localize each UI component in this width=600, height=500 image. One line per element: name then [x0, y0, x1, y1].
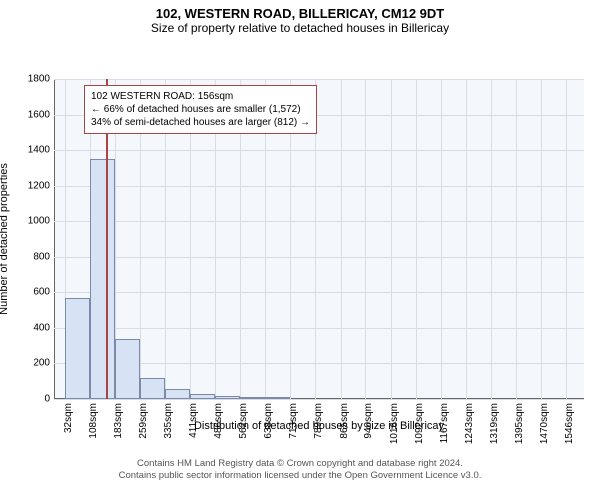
- gridline-h: [54, 328, 584, 329]
- gridline-h: [54, 79, 584, 80]
- gridline-h: [54, 399, 584, 400]
- gridline-h: [54, 257, 584, 258]
- gridline-v: [416, 79, 417, 399]
- title-main: 102, WESTERN ROAD, BILLERICAY, CM12 9DT: [0, 0, 600, 21]
- y-axis-label: Number of detached properties: [0, 163, 10, 315]
- gridline-v: [566, 79, 567, 399]
- gridline-h: [54, 186, 584, 187]
- plot-region: 02004006008001000120014001600180032sqm10…: [54, 79, 584, 399]
- annotation-line: ← 66% of detached houses are smaller (1,…: [91, 103, 310, 116]
- ytick-label: 1400: [28, 145, 54, 156]
- gridline-h: [54, 221, 584, 222]
- ytick-label: 1800: [28, 74, 54, 85]
- histogram-bar: [90, 159, 115, 399]
- gridline-v: [391, 79, 392, 399]
- footer-line-2: Contains public sector information licen…: [0, 470, 600, 482]
- annotation-line: 34% of semi-detached houses are larger (…: [91, 116, 310, 129]
- histogram-bar: [265, 397, 290, 399]
- histogram-bar: [240, 397, 265, 399]
- gridline-v: [466, 79, 467, 399]
- gridline-v: [491, 79, 492, 399]
- histogram-bar: [215, 396, 240, 399]
- gridline-v: [516, 79, 517, 399]
- footer-attribution: Contains HM Land Registry data © Crown c…: [0, 458, 600, 483]
- y-axis-line: [54, 79, 55, 399]
- annotation-line: 102 WESTERN ROAD: 156sqm: [91, 90, 310, 103]
- ytick-label: 1600: [28, 109, 54, 120]
- gridline-v: [341, 79, 342, 399]
- histogram-bar: [165, 389, 190, 399]
- gridline-h: [54, 150, 584, 151]
- title-sub: Size of property relative to detached ho…: [0, 21, 600, 39]
- footer-line-1: Contains HM Land Registry data © Crown c…: [0, 458, 600, 470]
- annotation-box: 102 WESTERN ROAD: 156sqm← 66% of detache…: [84, 85, 317, 134]
- histogram-bar: [65, 298, 90, 399]
- gridline-v: [441, 79, 442, 399]
- ytick-label: 400: [33, 322, 54, 333]
- histogram-bar: [140, 378, 165, 399]
- ytick-label: 600: [33, 287, 54, 298]
- ytick-label: 1200: [28, 180, 54, 191]
- gridline-v: [541, 79, 542, 399]
- ytick-label: 0: [44, 394, 54, 405]
- gridline-h: [54, 292, 584, 293]
- ytick-label: 800: [33, 251, 54, 262]
- ytick-label: 200: [33, 358, 54, 369]
- gridline-v: [365, 79, 366, 399]
- histogram-bar: [115, 339, 140, 399]
- histogram-bar: [190, 394, 215, 399]
- ytick-label: 1000: [28, 216, 54, 227]
- x-axis-label: Distribution of detached houses by size …: [54, 420, 584, 432]
